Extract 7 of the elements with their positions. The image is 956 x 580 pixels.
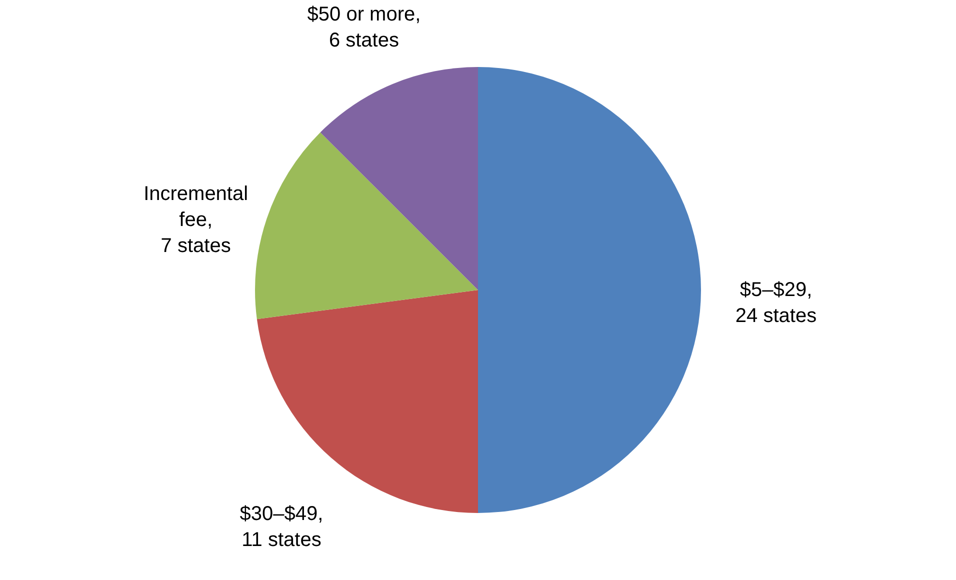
- pie-slice: [320, 67, 478, 290]
- pie-slice: [255, 132, 478, 320]
- slice-label: $50 or more, 6 states: [307, 4, 421, 52]
- pie-slice: [478, 67, 701, 513]
- slice-label: Incremental fee, 7 states: [144, 183, 248, 258]
- slice-label: $30–$49, 11 states: [240, 503, 324, 552]
- slice-label: $5–$29, 24 states: [735, 279, 817, 327]
